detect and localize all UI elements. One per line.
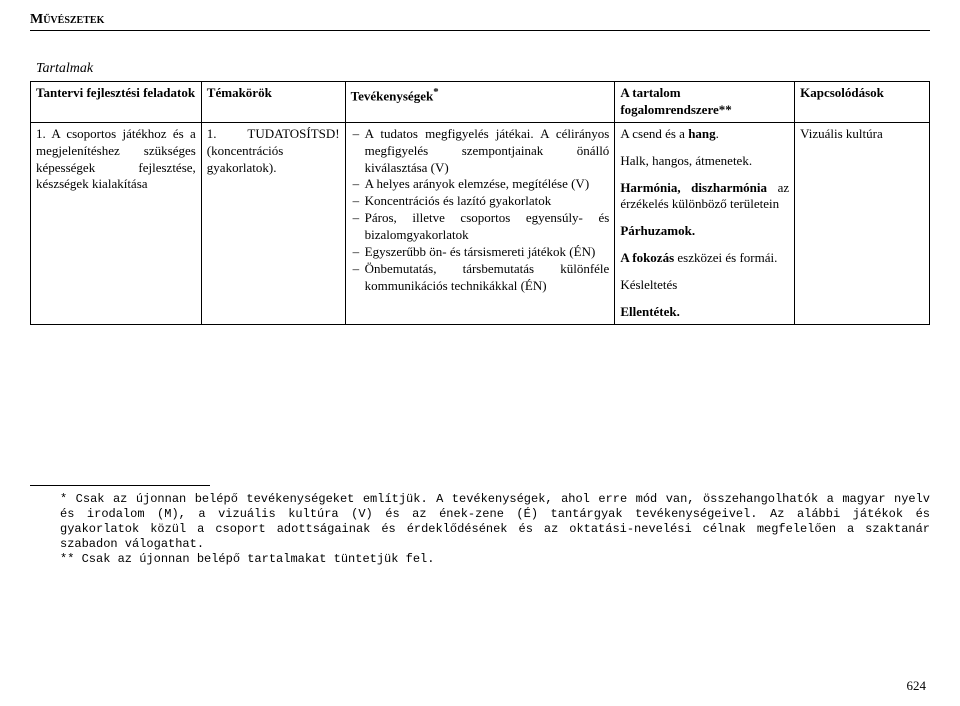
activity-item: Páros, illetve csoportos egyensúly- és b…: [365, 210, 610, 244]
cell-kapcs: Vizuális kultúra: [795, 122, 930, 324]
concept-item: Harmónia, diszharmónia az érzékelés külö…: [620, 180, 789, 214]
table-header-row: Tantervi fejlesztési feladatok Témakörök…: [31, 82, 930, 123]
th-tev-sup: *: [433, 86, 438, 98]
footnote-star: *: [60, 492, 67, 506]
footnote-p1: Csak az újonnan belépő tevékenységeket e…: [60, 492, 930, 551]
th-fogalom: A tartalom fogalomrendszere**: [615, 82, 795, 123]
content-table: Tantervi fejlesztési feladatok Témakörök…: [30, 81, 930, 325]
concept-item: A csend és a hang.: [620, 126, 789, 143]
footnote-block: * Csak az újonnan belépő tevékenységeket…: [30, 492, 930, 567]
page-header: Művészetek: [30, 12, 930, 31]
page-number: 624: [907, 678, 927, 694]
cell-temakorok: 1. TUDATOSÍTSD! (koncentrációs gyakorlat…: [201, 122, 345, 324]
th-kapcs: Kapcsolódások: [795, 82, 930, 123]
concept-item: Párhuzamok.: [620, 223, 789, 240]
th-fog-a: A tartalom: [620, 85, 680, 100]
cell-fogalom: A csend és a hang. Halk, hangos, átmenete…: [615, 122, 795, 324]
activity-intro: A tudatos megfigyelés játékai. A célirán…: [365, 126, 610, 177]
footnote-line-1: * Csak az újonnan belépő tevékenységeket…: [30, 492, 930, 552]
th-tev-text: Tevékenységek: [351, 88, 434, 103]
cell-feladatok: 1. A csoportos játékhoz és a megjeleníté…: [31, 122, 202, 324]
activity-item: Koncentrációs és lazító gyakorlatok: [365, 193, 610, 210]
footnote-separator: [30, 485, 210, 486]
activity-item: Önbemutatás, társbemutatás különféle kom…: [365, 261, 610, 295]
footnote-line-2: ** Csak az újonnan belépő tartalmakat tü…: [30, 552, 930, 567]
concept-item: A fokozás eszközei és formái.: [620, 250, 789, 267]
concept-item: Halk, hangos, átmenetek.: [620, 153, 789, 170]
concept-item: Ellentétek.: [620, 304, 789, 321]
cell-tevekenysegek: –A tudatos megfigyelés játékai. A célirá…: [345, 122, 615, 324]
activity-item: A helyes arányok elemzése, megítélése (V…: [365, 176, 610, 193]
activity-list: –A tudatos megfigyelés játékai. A célirá…: [351, 126, 610, 295]
th-temakorok: Témakörök: [201, 82, 345, 123]
th-feladatok: Tantervi fejlesztési feladatok: [31, 82, 202, 123]
th-fog-b: fogalomrendszere**: [620, 102, 731, 117]
activity-item: Egyszerűbb ön- és társismereti játékok (…: [365, 244, 610, 261]
th-tevekenysegek: Tevékenységek*: [345, 82, 615, 123]
section-subtitle: Tartalmak: [36, 61, 930, 77]
concept-item: Késleltetés: [620, 277, 789, 294]
table-row: 1. A csoportos játékhoz és a megjeleníté…: [31, 122, 930, 324]
